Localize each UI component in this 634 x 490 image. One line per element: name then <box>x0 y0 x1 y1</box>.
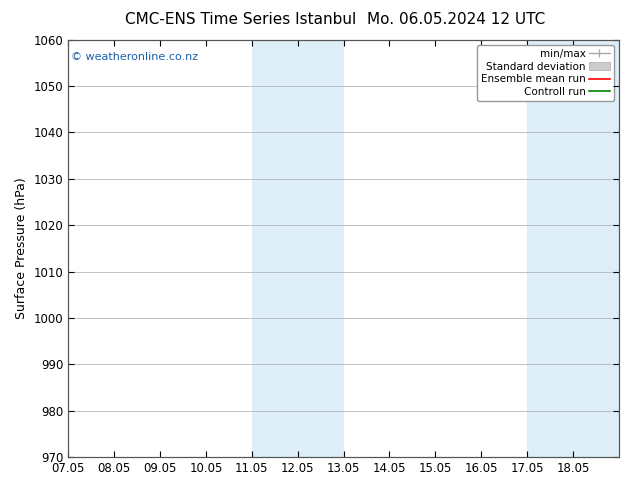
Text: Mo. 06.05.2024 12 UTC: Mo. 06.05.2024 12 UTC <box>367 12 546 27</box>
Bar <box>527 40 619 457</box>
Y-axis label: Surface Pressure (hPa): Surface Pressure (hPa) <box>15 177 28 319</box>
Bar <box>252 40 344 457</box>
Legend: min/max, Standard deviation, Ensemble mean run, Controll run: min/max, Standard deviation, Ensemble me… <box>477 45 614 101</box>
Text: © weatheronline.co.nz: © weatheronline.co.nz <box>71 52 198 62</box>
Text: CMC-ENS Time Series Istanbul: CMC-ENS Time Series Istanbul <box>126 12 356 27</box>
